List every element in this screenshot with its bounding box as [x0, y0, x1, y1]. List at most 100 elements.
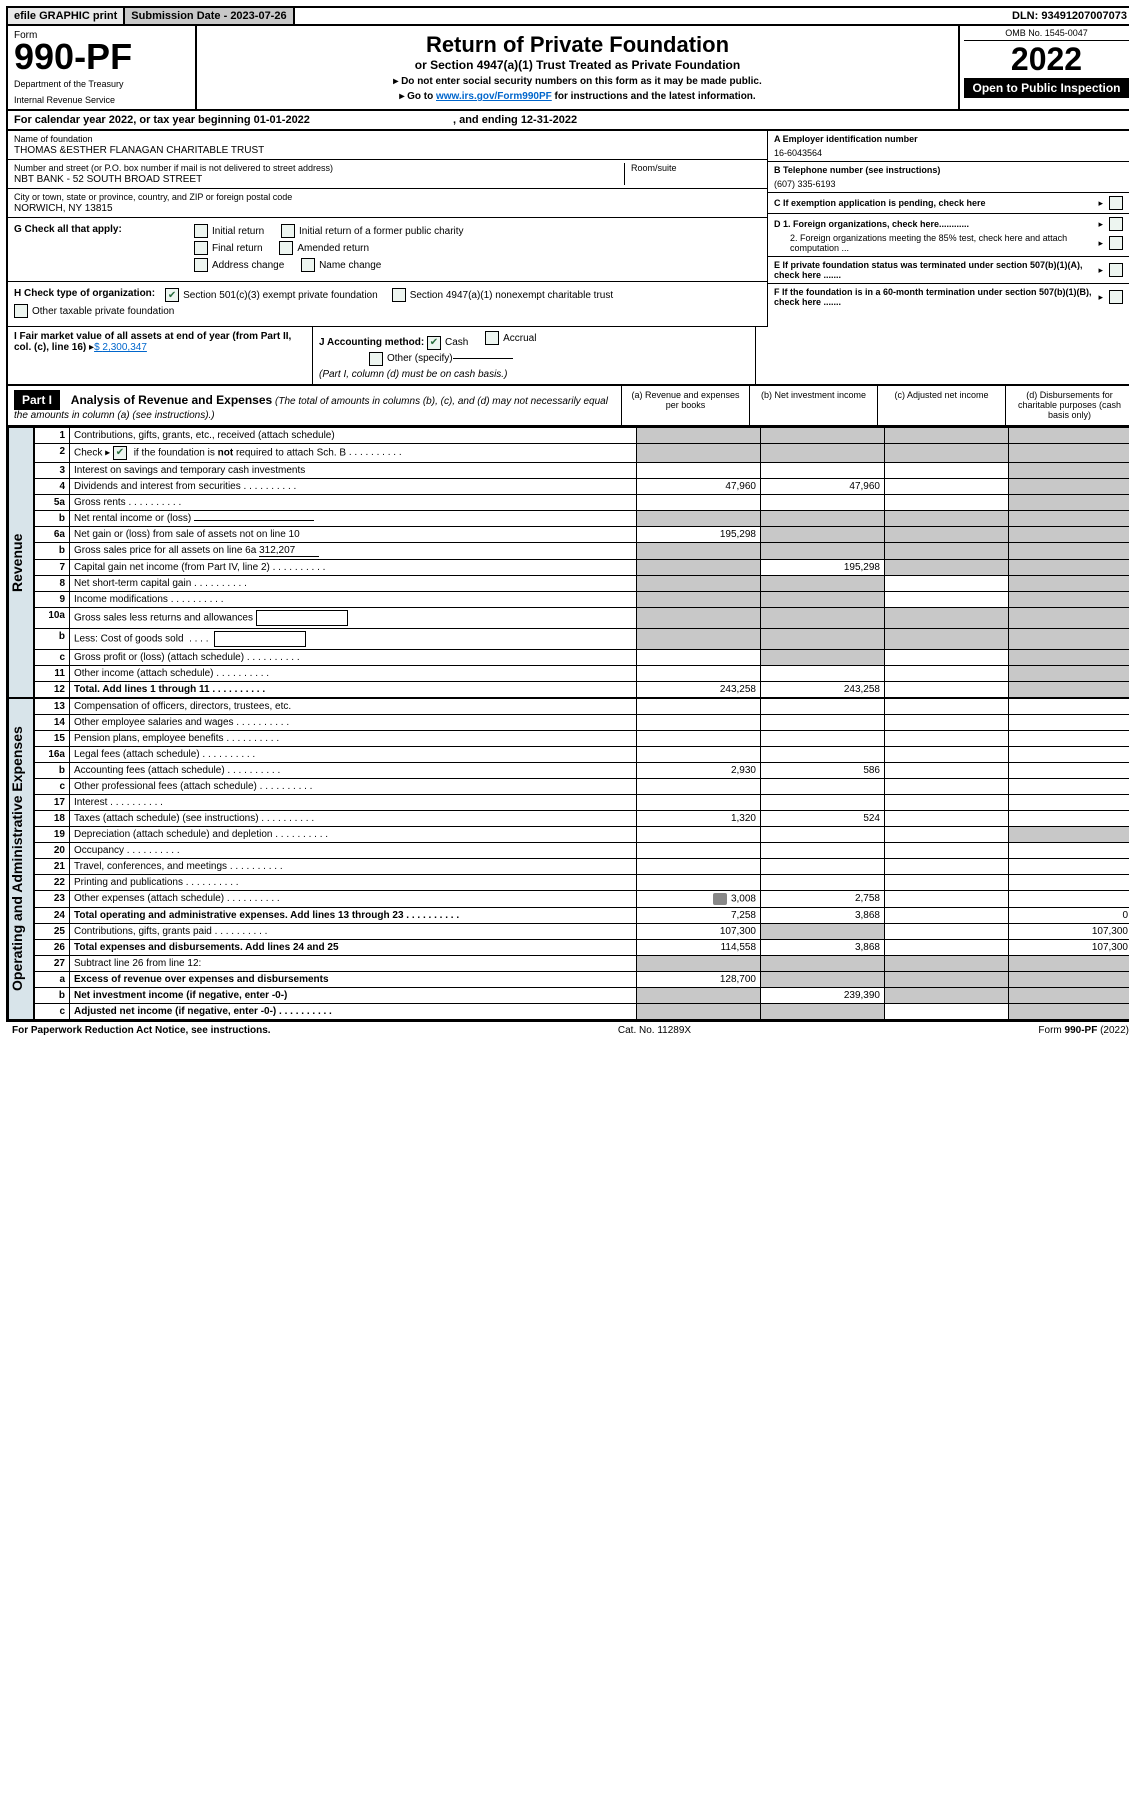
row-11: 11Other income (attach schedule)	[35, 665, 1129, 681]
c-label: C If exemption application is pending, c…	[774, 198, 1098, 208]
checkbox-c[interactable]	[1109, 196, 1123, 210]
part1-header-row: Part I Analysis of Revenue and Expenses …	[6, 386, 1129, 427]
expenses-sidebar: Operating and Administrative Expenses	[8, 698, 34, 1020]
header-left: Form 990-PF Department of the Treasury I…	[8, 26, 197, 109]
checkbox-amended[interactable]	[279, 241, 293, 255]
form-subtitle: or Section 4947(a)(1) Trust Treated as P…	[207, 58, 948, 72]
revenue-sidebar: Revenue	[8, 427, 34, 698]
ein-cell: A Employer identification number 16-6043…	[768, 131, 1129, 162]
i-j-row: I Fair market value of all assets at end…	[6, 327, 1129, 386]
h-label: H Check type of organization:	[14, 288, 155, 299]
foundation-name-cell: Name of foundation THOMAS &ESTHER FLANAG…	[8, 131, 767, 160]
col-d-header: (d) Disbursements for charitable purpose…	[1005, 386, 1129, 425]
checkbox-former[interactable]	[281, 224, 295, 238]
checkbox-d1[interactable]	[1109, 217, 1123, 231]
row-18: 18Taxes (attach schedule) (see instructi…	[35, 810, 1129, 826]
row-27a: aExcess of revenue over expenses and dis…	[35, 971, 1129, 987]
identification-block: Name of foundation THOMAS &ESTHER FLANAG…	[6, 131, 1129, 327]
j-label: J Accounting method:	[319, 337, 424, 348]
revenue-section: Revenue 1Contributions, gifts, grants, e…	[6, 427, 1129, 698]
checkbox-name[interactable]	[301, 258, 315, 272]
row-1: 1Contributions, gifts, grants, etc., rec…	[35, 427, 1129, 443]
gross-sales-inline: 312,207	[259, 545, 319, 557]
col-b-header: (b) Net investment income	[749, 386, 877, 425]
g-row: G Check all that apply: Initial return I…	[8, 218, 767, 282]
checkbox-cash[interactable]	[427, 336, 441, 350]
row-6b: bGross sales price for all assets on lin…	[35, 542, 1129, 559]
tax-year: 2022	[964, 41, 1129, 78]
c-cell: C If exemption application is pending, c…	[768, 193, 1129, 214]
checkbox-initial[interactable]	[194, 224, 208, 238]
checkbox-e[interactable]	[1109, 263, 1123, 277]
footer-left: For Paperwork Reduction Act Notice, see …	[12, 1025, 271, 1036]
city-label: City or town, state or province, country…	[14, 192, 761, 202]
addr-label: Number and street (or P.O. box number if…	[14, 163, 624, 173]
expenses-table: 13Compensation of officers, directors, t…	[34, 698, 1129, 1020]
row-23: 23Other expenses (attach schedule)3,0082…	[35, 890, 1129, 907]
e-cell: E If private foundation status was termi…	[768, 257, 1129, 284]
col-a-header: (a) Revenue and expenses per books	[621, 386, 749, 425]
col-c-header: (c) Adjusted net income	[877, 386, 1005, 425]
city-state-zip: NORWICH, NY 13815	[14, 203, 761, 214]
i-cell: I Fair market value of all assets at end…	[8, 327, 313, 384]
revenue-table: 1Contributions, gifts, grants, etc., rec…	[34, 427, 1129, 698]
footer-right: Form 990-PF (2022)	[1038, 1025, 1129, 1036]
attachment-icon[interactable]	[713, 893, 727, 905]
page-footer: For Paperwork Reduction Act Notice, see …	[6, 1020, 1129, 1039]
dept-irs: Internal Revenue Service	[14, 95, 189, 105]
f-cell: F If the foundation is in a 60-month ter…	[768, 284, 1129, 310]
checkbox-501c3[interactable]	[165, 288, 179, 302]
d-cell: D 1. Foreign organizations, check here..…	[768, 214, 1129, 257]
row-2: 2Check ▸ if the foundation is not requir…	[35, 443, 1129, 462]
street-address: NBT BANK - 52 SOUTH BROAD STREET	[14, 174, 624, 185]
checkbox-final[interactable]	[194, 241, 208, 255]
row-24: 24Total operating and administrative exp…	[35, 907, 1129, 923]
irs-link[interactable]: www.irs.gov/Form990PF	[436, 91, 552, 102]
checkbox-schb[interactable]	[113, 446, 127, 460]
e-label: E If private foundation status was termi…	[774, 260, 1098, 280]
row-6a: 6aNet gain or (loss) from sale of assets…	[35, 526, 1129, 542]
row-15: 15Pension plans, employee benefits	[35, 730, 1129, 746]
note2-a: ▸ Go to	[399, 91, 436, 102]
ein-label: A Employer identification number	[774, 134, 1127, 144]
checkbox-accrual[interactable]	[485, 331, 499, 345]
footer-center: Cat. No. 11289X	[618, 1025, 691, 1036]
j-cell: J Accounting method: Cash Accrual Other …	[313, 327, 756, 384]
header-center: Return of Private Foundation or Section …	[197, 26, 958, 109]
h-row: H Check type of organization: Section 50…	[8, 282, 767, 327]
checkbox-other-acct[interactable]	[369, 352, 383, 366]
ein-value: 16-6043564	[774, 148, 1127, 158]
calendar-b: , and ending 12-31-2022	[453, 114, 577, 126]
row-16a: 16aLegal fees (attach schedule)	[35, 746, 1129, 762]
submission-date: Submission Date - 2023-07-26	[125, 8, 294, 24]
phone-cell: B Telephone number (see instructions) (6…	[768, 162, 1129, 193]
note2-b: for instructions and the latest informat…	[552, 91, 756, 102]
checkbox-other-tax[interactable]	[14, 304, 28, 318]
room-label: Room/suite	[631, 163, 761, 173]
row-16c: cOther professional fees (attach schedul…	[35, 778, 1129, 794]
row-10b: bLess: Cost of goods sold . . . .	[35, 628, 1129, 649]
ssn-note: ▸ Do not enter social security numbers o…	[207, 76, 948, 87]
checkbox-4947[interactable]	[392, 288, 406, 302]
row-22: 22Printing and publications	[35, 874, 1129, 890]
row-21: 21Travel, conferences, and meetings	[35, 858, 1129, 874]
row-14: 14Other employee salaries and wages	[35, 714, 1129, 730]
row-25: 25Contributions, gifts, grants paid107,3…	[35, 923, 1129, 939]
j-note: (Part I, column (d) must be on cash basi…	[319, 369, 749, 380]
row-9: 9Income modifications	[35, 591, 1129, 607]
row-5b: bNet rental income or (loss)	[35, 510, 1129, 526]
checkbox-address[interactable]	[194, 258, 208, 272]
checkbox-d2[interactable]	[1109, 236, 1123, 250]
efile-label[interactable]: efile GRAPHIC print	[8, 8, 125, 24]
top-bar: efile GRAPHIC print Submission Date - 20…	[6, 6, 1129, 26]
row-20: 20Occupancy	[35, 842, 1129, 858]
row-27: 27Subtract line 26 from line 12:	[35, 955, 1129, 971]
row-13: 13Compensation of officers, directors, t…	[35, 698, 1129, 714]
checkbox-f[interactable]	[1109, 290, 1123, 304]
form-header: Form 990-PF Department of the Treasury I…	[6, 26, 1129, 111]
row-19: 19Depreciation (attach schedule) and dep…	[35, 826, 1129, 842]
f-right-spacer	[756, 327, 1129, 384]
dln-label: DLN: 93491207007073	[1006, 8, 1129, 24]
expenses-section: Operating and Administrative Expenses 13…	[6, 698, 1129, 1020]
row-27b: bNet investment income (if negative, ent…	[35, 987, 1129, 1003]
